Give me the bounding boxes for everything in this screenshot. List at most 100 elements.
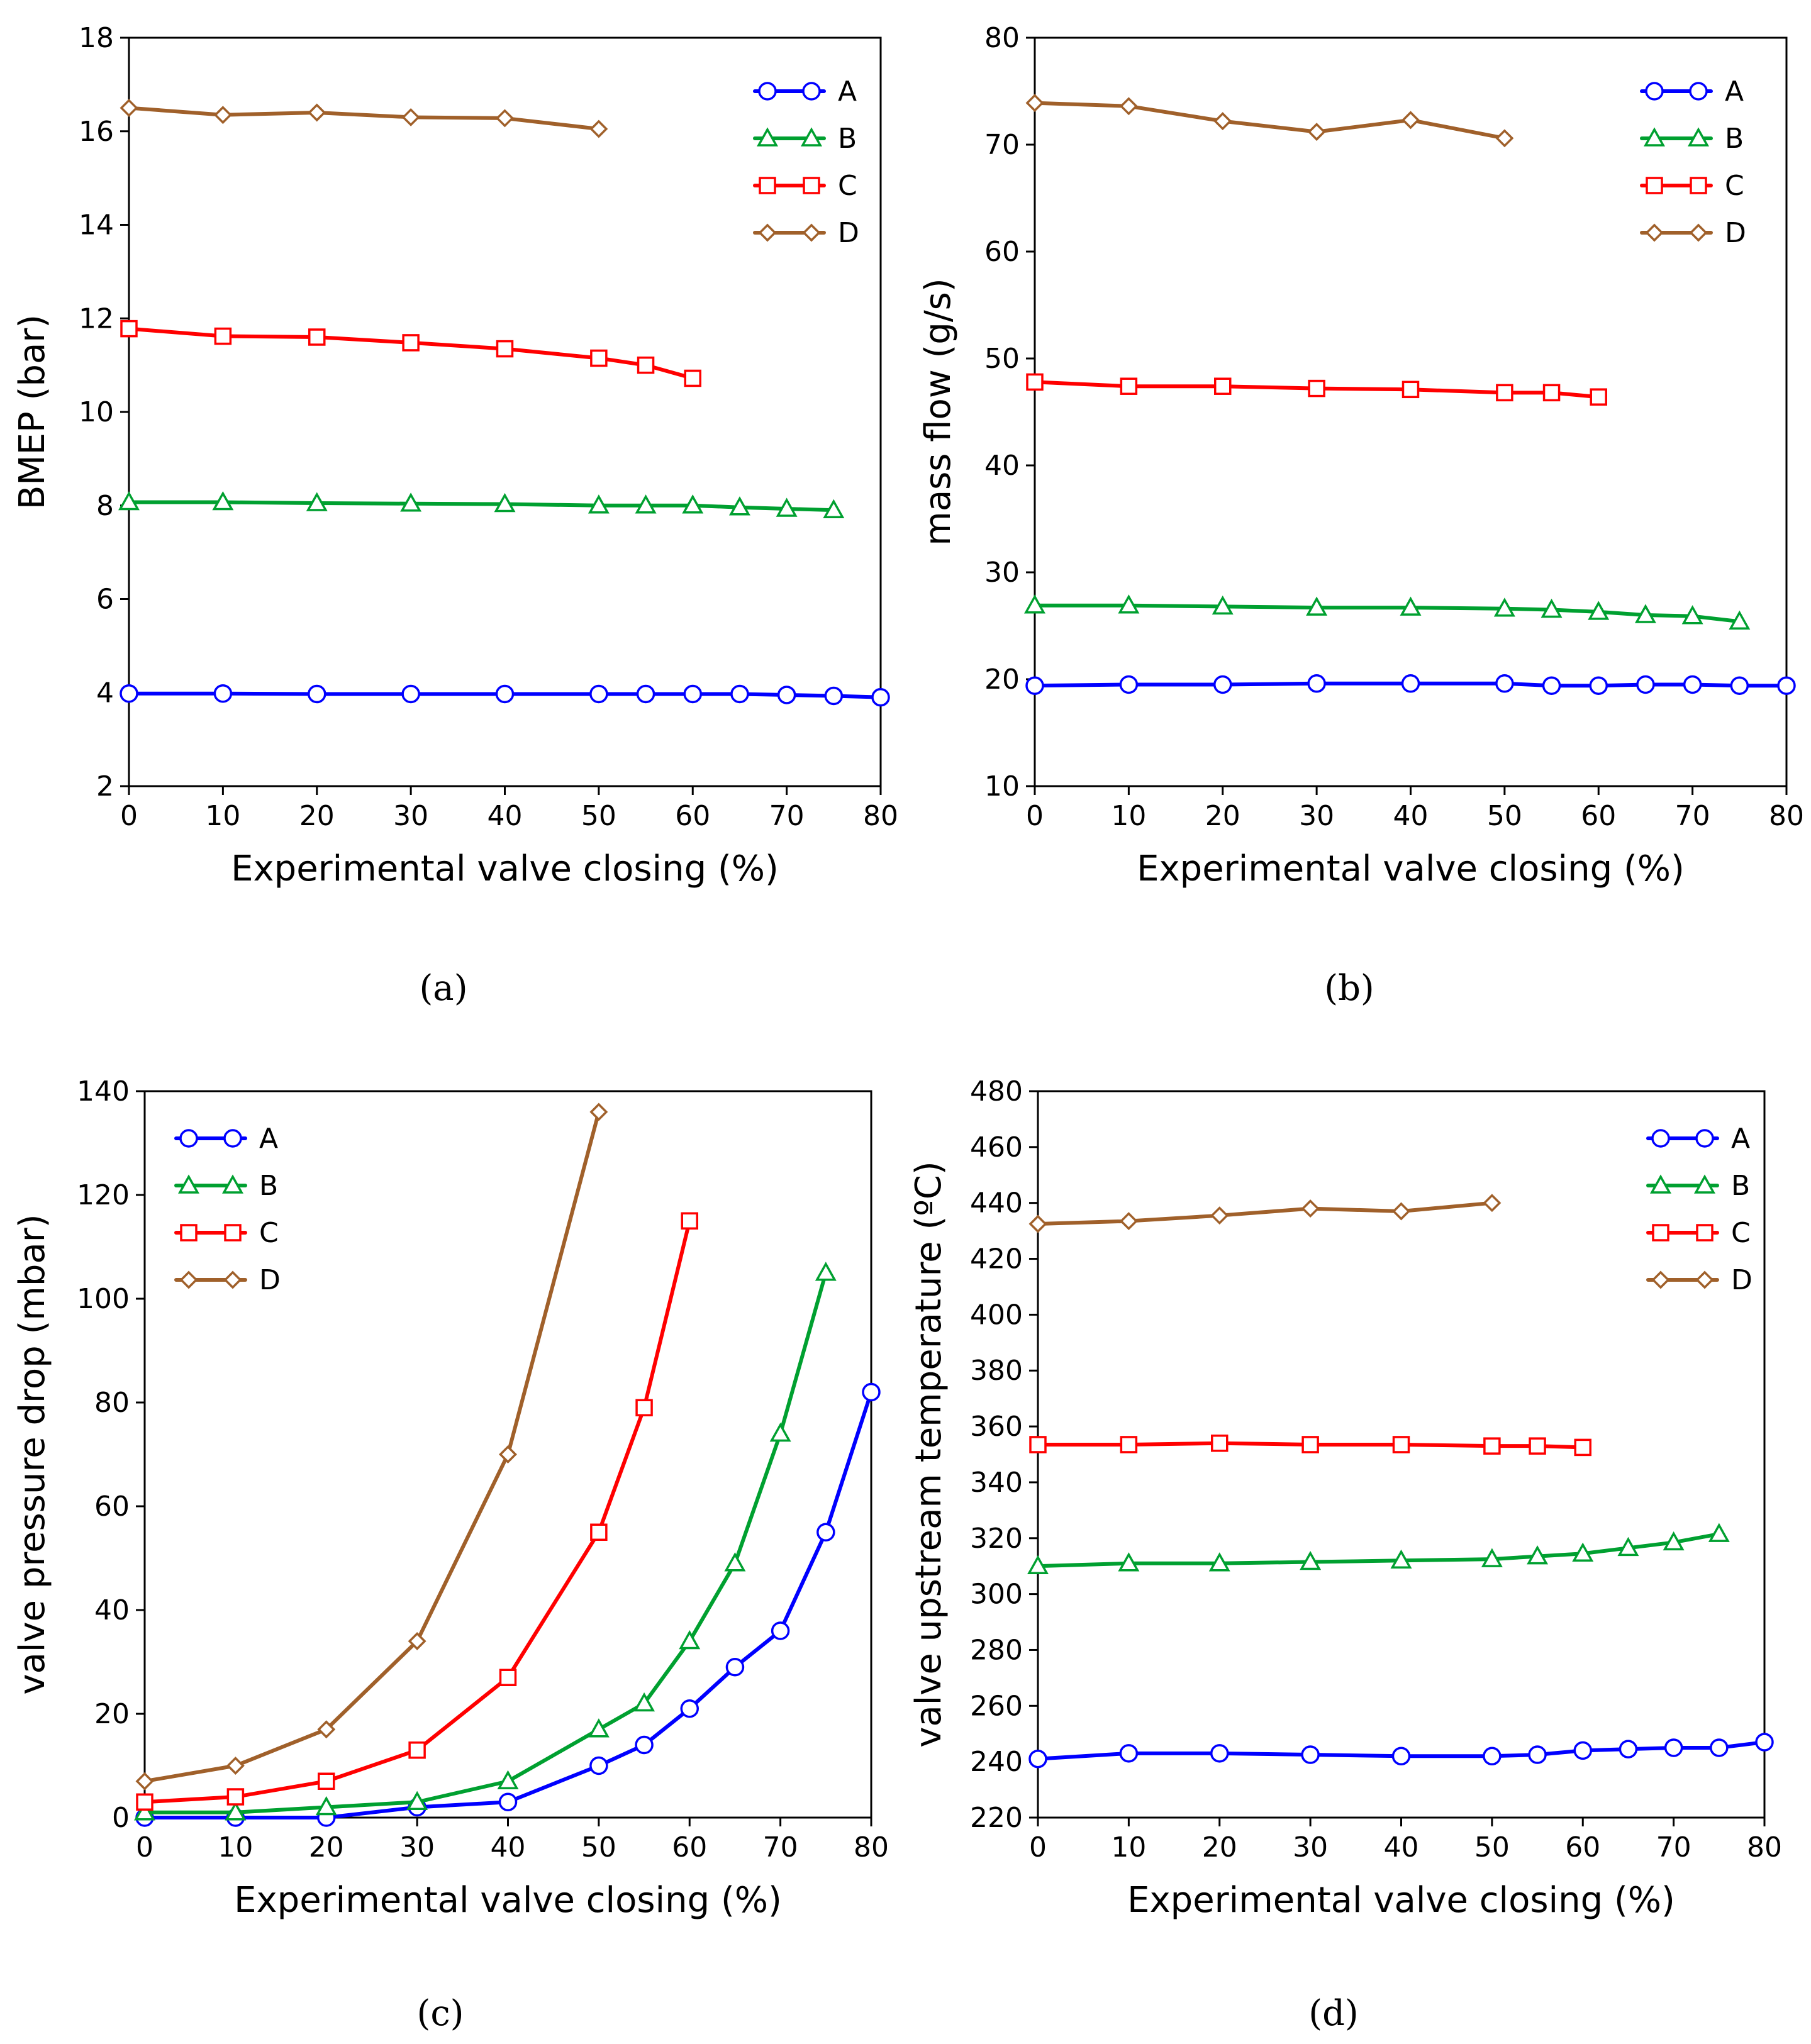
y-tick-label: 100 bbox=[77, 1283, 130, 1315]
series-line-D bbox=[1036, 1201, 1494, 1226]
x-tick-label: 30 bbox=[393, 800, 428, 832]
legend-label-A: A bbox=[259, 1123, 278, 1155]
data-point-C bbox=[226, 1788, 245, 1806]
data-point-B bbox=[212, 491, 234, 511]
data-point-B bbox=[1663, 1531, 1685, 1551]
data-point-A bbox=[401, 684, 420, 704]
data-point-A bbox=[1119, 675, 1139, 694]
y-tick-label: 260 bbox=[970, 1690, 1023, 1722]
x-tick-label: 70 bbox=[1656, 1831, 1691, 1863]
data-point-B bbox=[635, 494, 657, 514]
data-point-B bbox=[118, 491, 140, 511]
data-point-C bbox=[1542, 384, 1561, 402]
data-point-C bbox=[1483, 1437, 1501, 1455]
data-point-C bbox=[136, 1793, 153, 1811]
panel-caption: (c) bbox=[416, 1993, 464, 2034]
y-tick-label: 120 bbox=[77, 1179, 130, 1211]
chart-panel-0: 0 10 20 30 40 50 60 70 80 2 4 6 8 10 12 14 16 18 Experimen… bbox=[12, 22, 898, 1009]
data-point-C bbox=[402, 334, 420, 352]
legend-marker-A bbox=[1689, 82, 1708, 101]
data-point-A bbox=[1636, 675, 1655, 694]
legend-label-B: B bbox=[838, 123, 857, 155]
data-point-D bbox=[1119, 97, 1138, 116]
y-tick-label: 10 bbox=[984, 770, 1020, 803]
x-tick-label: 50 bbox=[1474, 1831, 1510, 1863]
legend-label-B: B bbox=[259, 1170, 278, 1202]
data-point-A bbox=[824, 686, 844, 706]
y-tick-label: 40 bbox=[94, 1594, 130, 1626]
data-point-A bbox=[1483, 1747, 1502, 1766]
data-point-D bbox=[1025, 94, 1044, 113]
data-point-B bbox=[306, 492, 328, 511]
data-point-D bbox=[496, 109, 514, 128]
data-point-A bbox=[816, 1523, 835, 1541]
x-axis-label: Experimental valve closing (%) bbox=[1127, 1880, 1675, 1921]
legend-label-C: C bbox=[1725, 170, 1744, 202]
data-point-D bbox=[1119, 1212, 1138, 1231]
y-tick-label: 460 bbox=[970, 1131, 1023, 1164]
data-point-B bbox=[315, 1796, 337, 1816]
y-tick-label: 20 bbox=[984, 664, 1020, 696]
data-point-A bbox=[635, 1735, 654, 1755]
data-point-A bbox=[589, 1756, 608, 1775]
series-A bbox=[1025, 674, 1796, 695]
data-point-A bbox=[589, 684, 608, 704]
data-point-D bbox=[589, 119, 608, 138]
y-tick-label: 440 bbox=[970, 1187, 1023, 1219]
data-point-A bbox=[1542, 676, 1561, 695]
data-point-B bbox=[679, 1630, 701, 1650]
series-C bbox=[1026, 373, 1607, 406]
data-point-B bbox=[1212, 595, 1234, 615]
data-point-C bbox=[1401, 380, 1420, 399]
data-point-C bbox=[635, 1399, 653, 1416]
data-point-C bbox=[214, 327, 232, 345]
data-point-D bbox=[1495, 129, 1514, 148]
data-point-A bbox=[498, 1792, 518, 1811]
legend-label-B: B bbox=[1725, 123, 1744, 155]
y-tick-label: 340 bbox=[970, 1467, 1023, 1499]
data-point-B bbox=[1300, 1550, 1322, 1570]
series-line-A bbox=[143, 1390, 873, 1819]
legend-label-D: D bbox=[1725, 217, 1746, 249]
data-point-D bbox=[1401, 111, 1420, 130]
legend-marker-A bbox=[758, 82, 777, 101]
series-line-B bbox=[1036, 1532, 1721, 1569]
data-point-B bbox=[823, 499, 845, 518]
data-point-A bbox=[1025, 676, 1044, 695]
y-tick-label: 50 bbox=[984, 343, 1020, 375]
y-tick-label: 60 bbox=[984, 236, 1020, 268]
legend-label-A: A bbox=[1731, 1123, 1750, 1155]
data-point-B bbox=[497, 1770, 519, 1789]
legend-marker-D bbox=[1645, 223, 1664, 242]
y-tick-label: 400 bbox=[970, 1299, 1023, 1331]
data-point-B bbox=[134, 1801, 155, 1821]
legend-marker-A bbox=[802, 82, 821, 101]
x-tick-label: 40 bbox=[1384, 1831, 1419, 1863]
data-point-B bbox=[1024, 594, 1045, 614]
series-line-D bbox=[1033, 101, 1507, 140]
data-point-B bbox=[769, 1422, 791, 1442]
x-tick-label: 50 bbox=[581, 800, 616, 832]
y-tick-label: 300 bbox=[970, 1579, 1023, 1611]
x-tick-label: 20 bbox=[1205, 800, 1240, 832]
y-axis-label: valve pressure drop (mbar) bbox=[12, 1214, 53, 1694]
x-tick-label: 80 bbox=[854, 1831, 889, 1863]
legend-marker-A bbox=[179, 1129, 198, 1148]
data-point-A bbox=[495, 684, 515, 704]
y-tick-label: 6 bbox=[96, 584, 114, 616]
legend-marker-B bbox=[757, 127, 778, 147]
data-point-B bbox=[682, 494, 704, 514]
data-point-B bbox=[1541, 598, 1563, 618]
data-point-A bbox=[1710, 1738, 1729, 1757]
series-A bbox=[120, 684, 890, 707]
legend-marker-C bbox=[1690, 177, 1707, 194]
data-point-A bbox=[1213, 675, 1232, 694]
y-tick-label: 480 bbox=[970, 1075, 1023, 1108]
data-point-D bbox=[401, 108, 420, 126]
data-point-B bbox=[1493, 597, 1515, 617]
data-point-B bbox=[1208, 1552, 1230, 1572]
y-tick-label: 280 bbox=[970, 1634, 1023, 1666]
legend-label-C: C bbox=[838, 170, 857, 202]
